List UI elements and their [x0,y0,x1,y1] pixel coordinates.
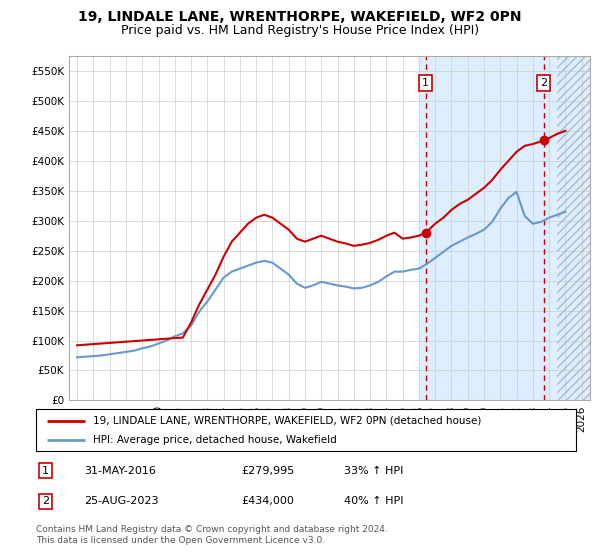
Text: 19, LINDALE LANE, WRENTHORPE, WAKEFIELD, WF2 0PN: 19, LINDALE LANE, WRENTHORPE, WAKEFIELD,… [78,10,522,24]
Text: 1: 1 [42,465,49,475]
Text: £279,995: £279,995 [241,465,295,475]
Text: 31-MAY-2016: 31-MAY-2016 [85,465,157,475]
Text: 40% ↑ HPI: 40% ↑ HPI [344,497,403,506]
Bar [419,56,557,400]
Text: 2: 2 [540,78,547,88]
Text: 33% ↑ HPI: 33% ↑ HPI [344,465,403,475]
Bar [557,56,590,400]
Text: 2: 2 [42,497,49,506]
Bar [557,56,590,400]
Text: Price paid vs. HM Land Registry's House Price Index (HPI): Price paid vs. HM Land Registry's House … [121,24,479,36]
Text: HPI: Average price, detached house, Wakefield: HPI: Average price, detached house, Wake… [92,435,337,445]
Text: Contains HM Land Registry data © Crown copyright and database right 2024.
This d: Contains HM Land Registry data © Crown c… [36,525,388,545]
Text: £434,000: £434,000 [241,497,294,506]
FancyBboxPatch shape [36,409,576,451]
Text: 1: 1 [422,78,429,88]
Text: 25-AUG-2023: 25-AUG-2023 [85,497,159,506]
Text: 19, LINDALE LANE, WRENTHORPE, WAKEFIELD, WF2 0PN (detached house): 19, LINDALE LANE, WRENTHORPE, WAKEFIELD,… [92,416,481,426]
